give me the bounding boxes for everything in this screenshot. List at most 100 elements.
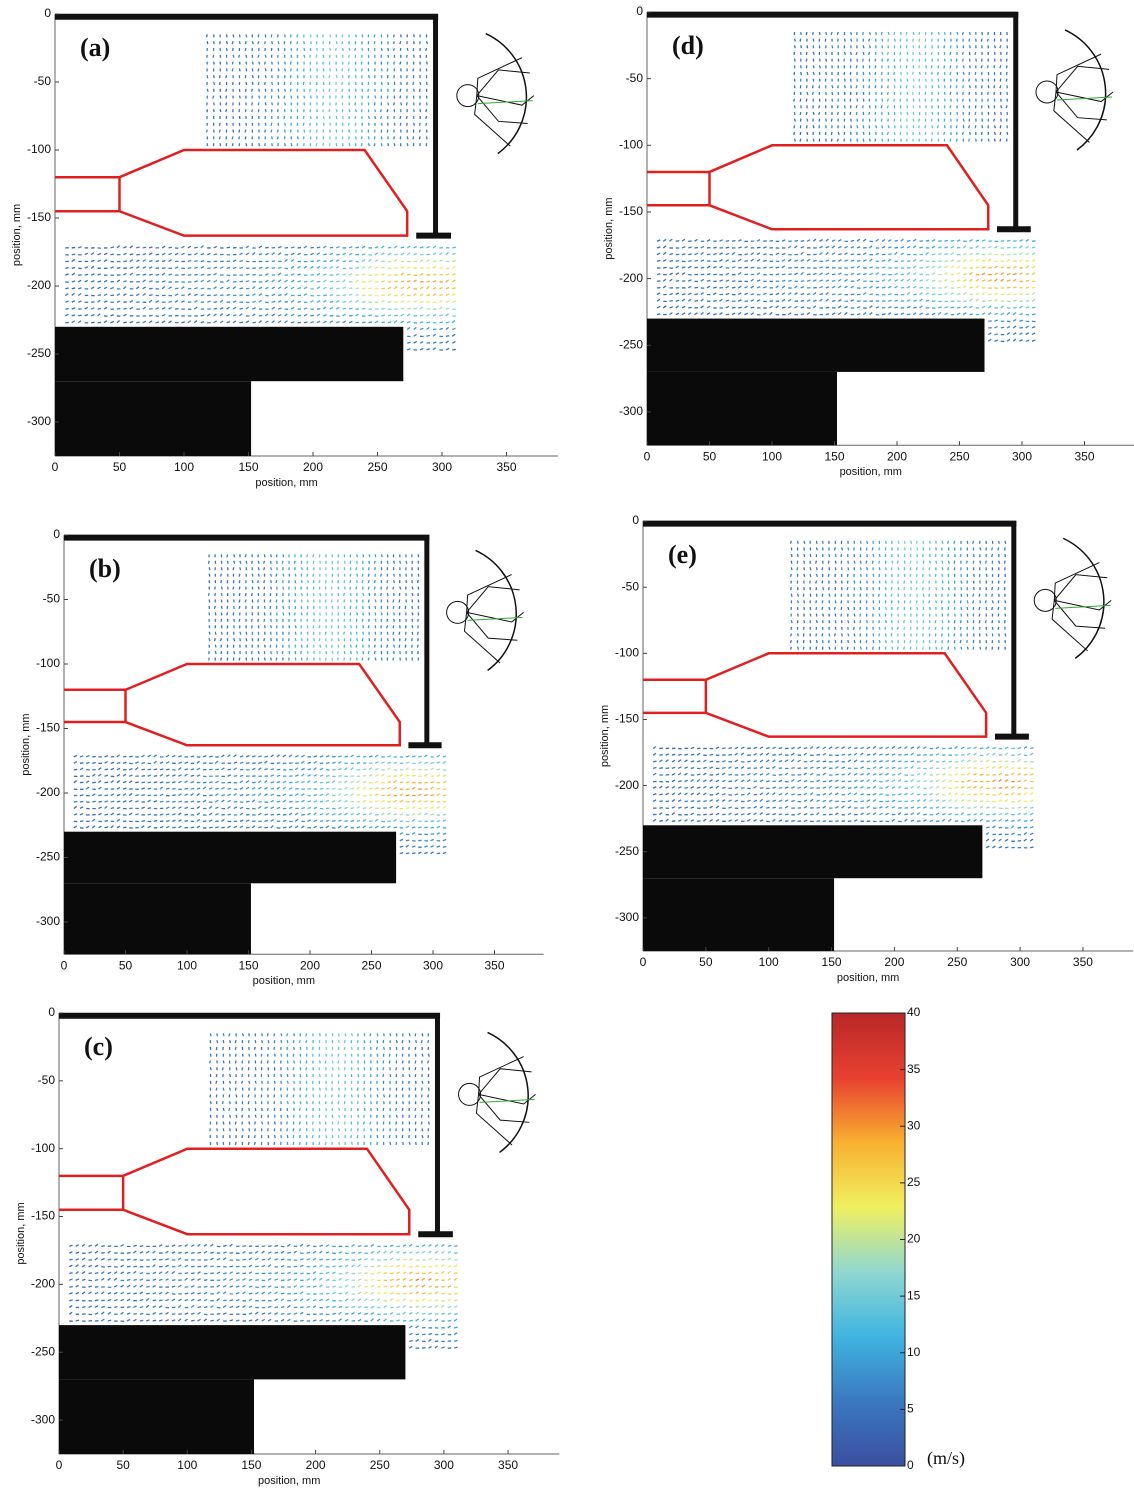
vector [287,1252,290,1253]
vector [172,789,175,790]
vector [362,309,365,310]
vector [363,769,366,770]
vector [249,1306,252,1307]
vector [223,1108,224,1111]
block [59,1379,254,1454]
vector [326,1088,327,1091]
vector [246,658,247,661]
vector [215,827,218,828]
vector [307,645,308,648]
vector [92,819,95,821]
vector [181,253,184,255]
vector [86,787,89,789]
vector [265,68,266,71]
vector [801,105,802,108]
vector [298,266,301,268]
vector [400,839,403,840]
vector [230,1088,231,1091]
x-tick-label: 150 [238,460,258,474]
vector [69,1273,72,1274]
vector [441,1347,444,1348]
vector [429,1244,432,1246]
vector [259,62,260,65]
vector [738,247,741,248]
vector [900,59,901,62]
vector [406,561,407,564]
vector [210,1244,213,1246]
vector [330,321,333,323]
vector [394,281,397,282]
vector [129,769,132,770]
vector [289,801,292,802]
vector [234,638,235,641]
vector [400,846,403,847]
vector [350,619,351,622]
vector [114,1306,117,1307]
vector [245,75,246,78]
vector [406,782,409,783]
vector [268,1286,271,1287]
block [55,327,403,381]
vector [248,1101,249,1104]
vector [330,123,331,126]
vector [970,132,971,135]
vector [437,846,440,847]
vector [376,1047,377,1050]
vector [169,260,172,262]
vector [306,1115,307,1118]
vector [396,1115,397,1118]
vector [362,48,363,51]
vector [400,62,401,65]
vector [301,761,304,763]
vector [178,1265,181,1267]
vector [437,755,440,757]
vector [663,246,666,248]
vector [832,45,833,48]
vector [275,1292,278,1294]
vector [281,1299,284,1301]
vector [239,308,242,309]
vector [172,801,175,802]
vector [412,756,415,757]
vector [270,606,271,609]
vector [323,261,326,262]
vector [988,92,989,95]
vector [414,280,417,282]
vector [123,322,126,323]
vector [194,261,197,262]
vector [285,89,286,92]
vector [420,315,423,316]
vector [406,658,407,661]
vector [344,813,347,815]
vector [396,1040,397,1043]
vector [110,247,113,248]
vector [427,41,428,44]
vector [875,65,876,68]
vector [988,85,989,88]
vector [381,322,384,323]
vector [258,793,261,795]
vector [136,294,139,296]
vector [181,287,184,289]
vector [342,89,343,92]
vector [446,322,449,323]
vector [223,1300,226,1301]
vector [944,65,945,68]
vector [204,1299,207,1300]
vector [276,580,277,583]
vector [265,253,268,254]
vector [332,1313,335,1314]
vector [89,1266,92,1267]
vector [320,593,321,596]
vector [336,301,339,303]
panel: 0501001502002503003500-50-100-150-200-25… [15,1005,559,1487]
vector [175,267,178,269]
vector [443,852,446,853]
vector [258,813,261,815]
vector [329,75,330,78]
vector [332,638,333,641]
vector [74,762,77,764]
vector [813,125,814,128]
vector [148,788,151,789]
vector [272,82,273,85]
